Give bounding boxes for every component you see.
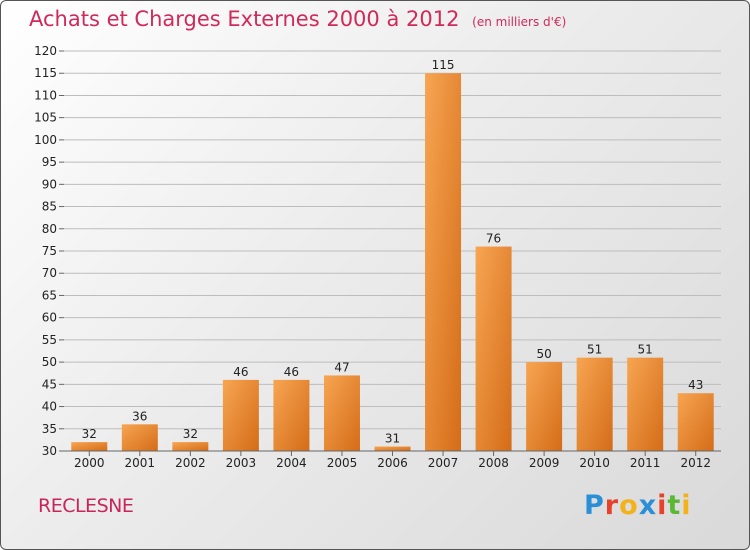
bar-2012 — [677, 393, 714, 451]
x-tick-label-2006: 2006 — [377, 456, 408, 470]
data-label-2011: 51 — [638, 343, 653, 357]
y-tick-label: 45 — [42, 377, 57, 391]
y-tick-label: 85 — [42, 200, 57, 214]
bar-2007 — [425, 73, 462, 451]
bar-2005 — [323, 375, 360, 451]
data-label-2003: 46 — [233, 365, 248, 379]
data-label-2002: 32 — [183, 427, 198, 441]
x-tick-label-2010: 2010 — [579, 456, 610, 470]
logo-letter: o — [619, 490, 639, 521]
y-tick-label: 55 — [42, 333, 57, 347]
x-tick-label-2011: 2011 — [630, 456, 661, 470]
data-label-2007: 115 — [432, 58, 455, 72]
logo-letter: x — [638, 490, 658, 521]
grid-lines — [64, 50, 721, 452]
bar-2010 — [576, 357, 613, 451]
x-tick-label-2007: 2007 — [428, 456, 459, 470]
bar-2000 — [71, 442, 108, 451]
chart-title: Achats et Charges Externes 2000 à 2012 (… — [29, 7, 566, 31]
y-tick-label: 70 — [42, 266, 57, 280]
y-tick-label: 50 — [42, 355, 57, 369]
logo-letter: i — [657, 490, 668, 521]
x-tick-label-2009: 2009 — [529, 456, 560, 470]
x-axis-ticks: 2000 2001 2002 2003 2004 2005 2006 2007 2008 2009… — [74, 451, 711, 470]
y-axis-ticks: 30 35 40 45 50 55 60 65 70 75 80 85 90 95 100 105 110 115… — [34, 44, 64, 458]
bars — [71, 73, 714, 451]
x-tick-label-2003: 2003 — [226, 456, 257, 470]
y-tick-label: 65 — [42, 288, 57, 302]
commune-name: RECLESNE — [38, 495, 134, 517]
bar-2011 — [627, 357, 664, 451]
bar-2006 — [374, 446, 411, 451]
bar-2004 — [273, 379, 310, 451]
data-label-2000: 32 — [82, 427, 97, 441]
x-tick-label-2000: 2000 — [74, 456, 105, 470]
y-tick-label: 105 — [34, 111, 57, 125]
y-tick-label: 40 — [42, 400, 57, 414]
logo-letter: P — [584, 490, 605, 521]
x-tick-label-2012: 2012 — [680, 456, 711, 470]
bar-2009 — [526, 362, 563, 451]
bar-2008 — [475, 246, 512, 451]
logo-letter: r — [604, 490, 620, 521]
data-label-2005: 47 — [334, 360, 349, 374]
y-tick-label: 35 — [42, 422, 57, 436]
y-tick-label: 60 — [42, 311, 57, 325]
data-label-2012: 43 — [688, 378, 703, 392]
x-tick-label-2004: 2004 — [276, 456, 307, 470]
data-label-2004: 46 — [284, 365, 299, 379]
data-label-2001: 36 — [132, 409, 147, 423]
proxiti-logo: Proxiti — [584, 490, 692, 521]
chart-title-text: Achats et Charges Externes 2000 à 2012 — [29, 7, 460, 31]
logo-letter: i — [681, 490, 692, 521]
x-tick-label-2002: 2002 — [175, 456, 206, 470]
y-tick-label: 90 — [42, 177, 57, 191]
bar-2003 — [222, 379, 259, 451]
y-tick-label: 30 — [42, 444, 57, 458]
chart-subtitle: (en milliers d'€) — [472, 15, 567, 29]
x-tick-label-2001: 2001 — [125, 456, 156, 470]
bar-2001 — [121, 424, 158, 451]
data-label-2006: 31 — [385, 432, 400, 446]
data-label-2009: 50 — [536, 347, 551, 361]
y-tick-label: 95 — [42, 155, 57, 169]
x-tick-label-2008: 2008 — [478, 456, 509, 470]
bar-2002 — [172, 442, 209, 451]
x-tick-label-2005: 2005 — [327, 456, 358, 470]
data-labels: 32 36 32 46 46 47 31 115 76 50 51 51 43 — [82, 58, 704, 445]
data-label-2008: 76 — [486, 232, 501, 246]
y-tick-label: 110 — [34, 88, 57, 102]
y-tick-label: 100 — [34, 133, 57, 147]
data-label-2010: 51 — [587, 343, 602, 357]
y-tick-label: 115 — [34, 66, 57, 80]
y-tick-label: 75 — [42, 244, 57, 258]
y-tick-label: 120 — [34, 44, 57, 58]
logo-letter: t — [667, 490, 682, 521]
y-tick-label: 80 — [42, 222, 57, 236]
